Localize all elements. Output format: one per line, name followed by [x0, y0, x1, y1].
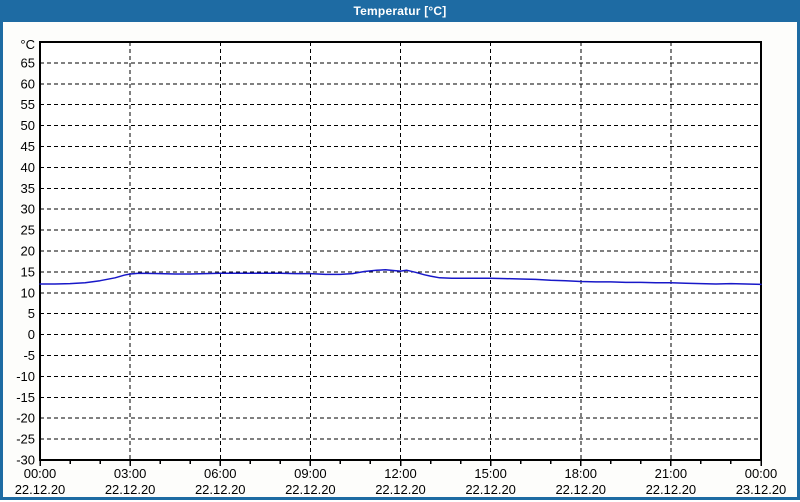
x-tick-time-label: 21:00	[655, 466, 688, 481]
temperature-chart-svg: 65605550454035302520151050-5-10-15-20-25…	[15, 37, 787, 497]
svg-text:65: 65	[21, 55, 35, 70]
x-tick-time-label: 12:00	[384, 466, 417, 481]
svg-text:40: 40	[21, 160, 35, 175]
svg-text:20: 20	[21, 244, 35, 259]
svg-text:-5: -5	[23, 348, 35, 363]
svg-text:-10: -10	[16, 369, 35, 384]
x-axis-labels: 00:0022.12.2003:0022.12.2006:0022.12.200…	[15, 466, 787, 497]
svg-text:60: 60	[21, 76, 35, 91]
x-tick-date-label: 22.12.20	[285, 482, 336, 497]
temperature-line	[39, 269, 762, 286]
window-title: Temperatur [°C]	[353, 4, 447, 18]
x-tick-time-label: 06:00	[204, 466, 237, 481]
window-titlebar[interactable]: Temperatur [°C]	[0, 0, 800, 22]
svg-text:15: 15	[21, 264, 35, 279]
x-tick-time-label: 03:00	[114, 466, 147, 481]
y-gridlines	[40, 62, 761, 440]
x-tick-date-label: 22.12.20	[105, 482, 156, 497]
x-tick-time-label: 09:00	[294, 466, 327, 481]
x-tick-date-label: 22.12.20	[465, 482, 516, 497]
svg-text:10: 10	[21, 285, 35, 300]
svg-text:5: 5	[28, 306, 35, 321]
x-tick-time-label: 00:00	[745, 466, 778, 481]
svg-text:0: 0	[28, 327, 35, 342]
x-tick-date-label: 22.12.20	[555, 482, 606, 497]
svg-text:-20: -20	[16, 411, 35, 426]
y-axis-unit-label: °C	[20, 37, 35, 52]
svg-text:-30: -30	[16, 453, 35, 468]
svg-text:-25: -25	[16, 432, 35, 447]
svg-text:30: 30	[21, 202, 35, 217]
svg-text:45: 45	[21, 139, 35, 154]
svg-text:50: 50	[21, 118, 35, 133]
x-tick-date-label: 22.12.20	[195, 482, 246, 497]
x-tick-date-label: 23.12.20	[736, 482, 787, 497]
x-tick-date-label: 22.12.20	[375, 482, 426, 497]
svg-text:25: 25	[21, 223, 35, 238]
x-tick-time-label: 18:00	[564, 466, 597, 481]
x-tick-time-label: 15:00	[474, 466, 507, 481]
x-tick-date-label: 22.12.20	[15, 482, 66, 497]
x-tick-time-label: 00:00	[24, 466, 57, 481]
y-axis-labels: 65605550454035302520151050-5-10-15-20-25…	[16, 55, 35, 467]
svg-text:-15: -15	[16, 390, 35, 405]
svg-text:35: 35	[21, 181, 35, 196]
x-tick-date-label: 22.12.20	[646, 482, 697, 497]
svg-text:55: 55	[21, 97, 35, 112]
temperature-chart: 65 60 55 50 45 40 35 30 25 20 15 10 5 0 -5 -10 -15 -20 -25…	[3, 22, 797, 497]
x-axis-ticks	[39, 460, 762, 466]
